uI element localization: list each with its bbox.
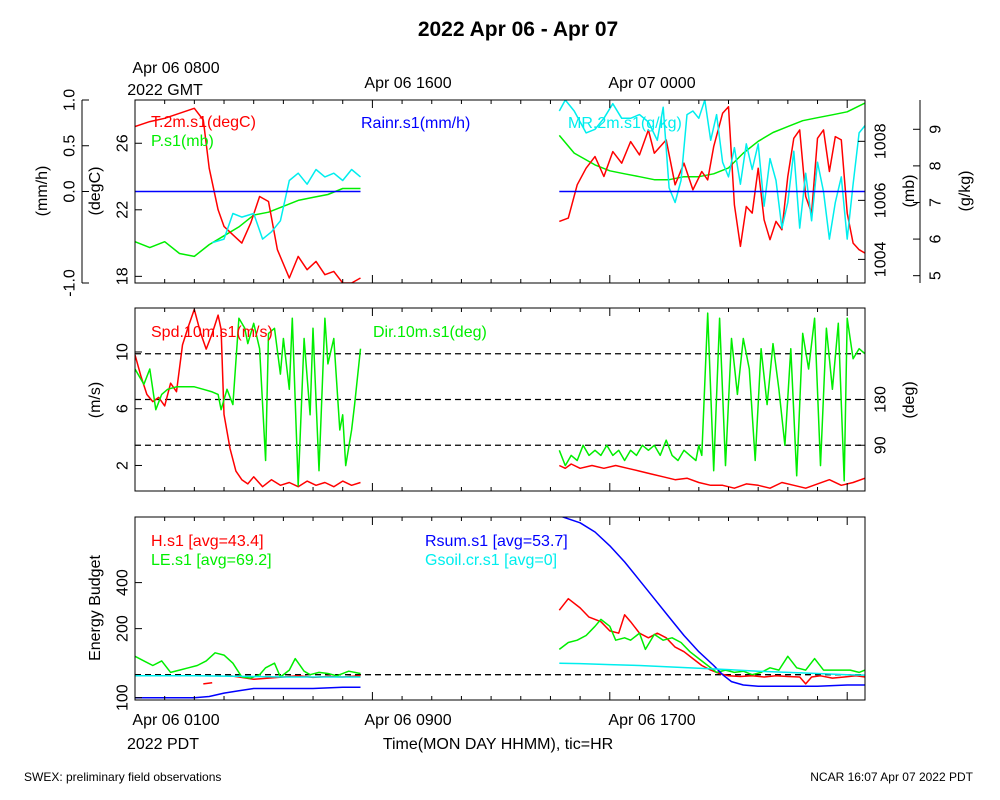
y-label-mr: (g/kg) (957, 171, 974, 212)
legend-mr: MR.2m.s1(g/kg) (568, 115, 682, 132)
legend-pres: P.s1(mb) (151, 133, 214, 150)
thermo-panel: 1.0 0.5 0.0 -1.0 26 22 18 1008 1006 1004 9 8 7 6 5 T.2… (34, 89, 974, 297)
y-tick-label-mr: 6 (928, 235, 945, 244)
y-tick-label-flux: 100 (115, 684, 132, 711)
series-line-Gsoil.cr.s1 [avg=0] (135, 675, 361, 678)
y-tick-label-spd: 2 (115, 461, 132, 470)
y-tick-label-temp: 18 (115, 267, 132, 285)
legend-spd: Spd.10m.s1(m/s) (151, 324, 273, 341)
y-tick-label-spd: 6 (115, 404, 132, 413)
series-line-Dir.10m.s1(deg) (135, 317, 362, 487)
footer-left: SWEX: preliminary field observations (24, 770, 221, 784)
top-axis-label-1: Apr 06 1600 (364, 75, 451, 92)
y-label-dir: (deg) (901, 381, 918, 418)
legend-rain: Rainr.s1(mm/h) (361, 115, 470, 132)
series-line-MR.2m.s1(g/kg) (558, 100, 865, 240)
series-line-P.s1(mb) (135, 187, 361, 258)
bottom-axis-label-0: Apr 06 0100 (132, 712, 219, 729)
top-axis-label-2: Apr 07 0000 (608, 75, 695, 92)
bottom-axis-label-1: Apr 06 0900 (364, 712, 451, 729)
series-line-Rsum.s1 [avg=53.7] (560, 517, 865, 687)
series-line-LE.s1 [avg=69.2] (135, 652, 361, 679)
series-line-Spd.10m.s1(m/s) (558, 463, 865, 489)
legend-h: H.s1 [avg=43.4] (151, 533, 264, 550)
series-line-P.s1(mb) (558, 102, 865, 181)
y-tick-label-flux: 400 (115, 569, 132, 596)
y-label-energy: Energy Budget (87, 555, 104, 661)
y-tick-label-flux: 200 (115, 615, 132, 642)
top-axis-label-0: Apr 06 0800 (132, 60, 219, 77)
series-line-T.2m.s1(degC) (559, 105, 865, 254)
y-tick-label-temp: 26 (115, 134, 132, 152)
series-line-MR.2m.s1(g/kg) (211, 168, 361, 244)
y-tick-label-dir: 180 (873, 386, 890, 413)
y-tick-label-temp: 22 (115, 201, 132, 219)
y-tick-label-rain: 0.0 (62, 180, 79, 202)
legend-le: LE.s1 [avg=69.2] (151, 552, 272, 569)
legend-temp: T.2m.s1(degC) (151, 114, 256, 131)
series-line-Rsum.s1 [avg=53.7] (135, 686, 361, 699)
y-label-rain: (mm/h) (34, 166, 51, 217)
y-tick-label-mr: 7 (928, 198, 945, 207)
y-tick-label-rain: -1.0 (62, 269, 79, 297)
y-tick-label-mr: 5 (928, 271, 945, 280)
top-axis-sublabel: 2022 GMT (127, 82, 203, 99)
series-line-LE.s1 [avg=69.2] (558, 618, 865, 676)
y-tick-label-dir: 90 (873, 436, 890, 454)
chart-title: 2022 Apr 06 - Apr 07 (418, 18, 618, 41)
x-axis-title: Time(MON DAY HHMM), tic=HR (383, 736, 613, 753)
series-line-H.s1 [avg=43.4] (203, 681, 213, 685)
y-label-temp: (degC) (87, 167, 104, 216)
footer-right: NCAR 16:07 Apr 07 2022 PDT (810, 770, 973, 784)
y-tick-label-pres: 1004 (873, 242, 890, 278)
series-line-Gsoil.cr.s1 [avg=0] (559, 662, 865, 676)
series-line-H.s1 [avg=43.4] (558, 597, 865, 685)
y-tick-label-mr: 8 (928, 161, 945, 170)
series-line-Spd.10m.s1(m/s) (135, 308, 361, 488)
legend-gsoil: Gsoil.cr.s1 [avg=0] (425, 552, 557, 569)
legend-rsum: Rsum.s1 [avg=53.7] (425, 533, 568, 550)
y-label-spd: (m/s) (87, 382, 104, 418)
y-tick-label-pres: 1006 (873, 183, 890, 219)
y-tick-label-mr: 9 (928, 125, 945, 134)
series-line-Dir.10m.s1(deg) (558, 312, 865, 482)
legend-dir: Dir.10m.s1(deg) (373, 324, 487, 341)
y-label-pres: (mb) (901, 175, 918, 208)
y-tick-label-pres: 1008 (873, 123, 890, 159)
wind-panel: 10 6 2 180 90 Spd.10m.s1(m/s) Dir.10m.s1(deg… (87, 307, 918, 492)
y-tick-label-spd: 10 (115, 343, 132, 361)
y-tick-label-rain: 0.5 (62, 135, 79, 157)
bottom-axis-sublabel: 2022 PDT (127, 736, 199, 753)
series-line-T.2m.s1(degC) (135, 107, 361, 283)
energy-panel: 400 200 100 H.s1 [avg=43.4] LE.s1 [avg=69.… (87, 516, 866, 711)
y-tick-label-rain: 1.0 (62, 89, 79, 111)
bottom-axis-label-2: Apr 06 1700 (608, 712, 695, 729)
